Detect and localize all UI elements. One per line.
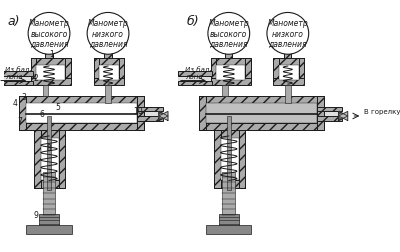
Bar — [211, 59, 216, 80]
Bar — [214, 131, 221, 188]
Circle shape — [28, 13, 70, 55]
Circle shape — [87, 13, 129, 55]
Text: б): б) — [187, 15, 200, 28]
Bar — [94, 59, 124, 66]
Bar — [119, 59, 124, 80]
Bar — [225, 48, 232, 59]
Bar — [94, 59, 99, 80]
Text: а): а) — [7, 15, 20, 28]
Bar — [317, 97, 324, 131]
Bar — [279, 66, 299, 80]
Bar — [221, 138, 239, 181]
Polygon shape — [159, 112, 168, 121]
Bar — [214, 181, 245, 188]
Bar — [137, 97, 144, 131]
Bar — [199, 124, 324, 131]
Bar — [199, 97, 206, 131]
Polygon shape — [159, 112, 168, 121]
Text: Манометр
высокого
давления: Манометр высокого давления — [29, 19, 69, 49]
Bar — [45, 48, 53, 59]
Bar — [206, 104, 317, 124]
Bar — [137, 112, 162, 121]
Text: Манометр
высокого
давления: Манометр высокого давления — [208, 19, 249, 49]
Bar — [206, 225, 252, 234]
Bar — [317, 116, 342, 121]
Text: 6: 6 — [39, 109, 44, 118]
Bar — [47, 116, 51, 190]
Bar — [105, 86, 111, 104]
Text: 9: 9 — [34, 211, 39, 219]
Bar — [273, 79, 304, 86]
Bar — [94, 79, 124, 86]
Text: Манометр
низкого
давления: Манометр низкого давления — [268, 19, 308, 49]
Text: 2: 2 — [34, 74, 39, 83]
Bar — [214, 131, 245, 138]
Bar — [34, 131, 41, 188]
Text: 1: 1 — [49, 50, 54, 58]
Bar — [0, 81, 33, 86]
Circle shape — [267, 13, 309, 55]
Bar — [39, 214, 59, 227]
Bar — [285, 86, 290, 104]
Bar — [199, 97, 324, 104]
Bar — [19, 97, 26, 131]
Bar — [317, 112, 342, 121]
Circle shape — [208, 13, 250, 55]
Bar — [59, 131, 65, 188]
Bar — [34, 131, 65, 138]
Bar — [222, 86, 228, 97]
Bar — [99, 66, 119, 80]
Bar — [41, 138, 59, 181]
Bar — [284, 48, 292, 59]
Bar — [178, 77, 212, 86]
Bar — [26, 225, 72, 234]
Text: 7: 7 — [18, 116, 22, 125]
Text: Из бал-
лона: Из бал- лона — [6, 67, 32, 80]
Text: 10: 10 — [133, 107, 143, 116]
Polygon shape — [339, 112, 348, 121]
Bar — [31, 59, 71, 66]
Bar — [273, 59, 279, 80]
Bar — [65, 59, 71, 80]
Text: Из бал-
лона: Из бал- лона — [185, 67, 212, 80]
Bar — [299, 59, 304, 80]
Polygon shape — [339, 112, 348, 121]
Bar — [137, 107, 162, 112]
Bar — [31, 79, 71, 86]
Bar — [178, 81, 212, 86]
Bar — [317, 107, 342, 112]
Text: 5: 5 — [56, 103, 60, 112]
Bar — [19, 97, 144, 104]
Bar — [178, 72, 212, 77]
Bar — [19, 124, 144, 131]
Bar — [273, 59, 304, 66]
Text: 8: 8 — [47, 144, 51, 153]
Bar — [104, 48, 112, 59]
Bar — [34, 181, 65, 188]
Bar — [31, 59, 36, 80]
Bar — [245, 59, 250, 80]
Bar — [137, 116, 162, 121]
Bar — [239, 131, 245, 188]
Bar — [211, 59, 250, 66]
Bar — [211, 79, 250, 86]
Bar — [43, 86, 48, 97]
Bar — [216, 66, 245, 80]
Bar — [36, 66, 65, 80]
Text: 4: 4 — [13, 99, 18, 107]
Bar — [222, 173, 235, 216]
Bar — [0, 77, 33, 86]
Text: В горелку: В горелку — [364, 109, 400, 115]
Bar — [26, 104, 137, 124]
Bar — [226, 116, 231, 190]
Text: 3: 3 — [21, 93, 26, 102]
Text: Манометр
низкого
давления: Манометр низкого давления — [88, 19, 128, 49]
Bar — [0, 72, 33, 77]
Bar — [43, 173, 55, 216]
Bar — [219, 214, 239, 227]
